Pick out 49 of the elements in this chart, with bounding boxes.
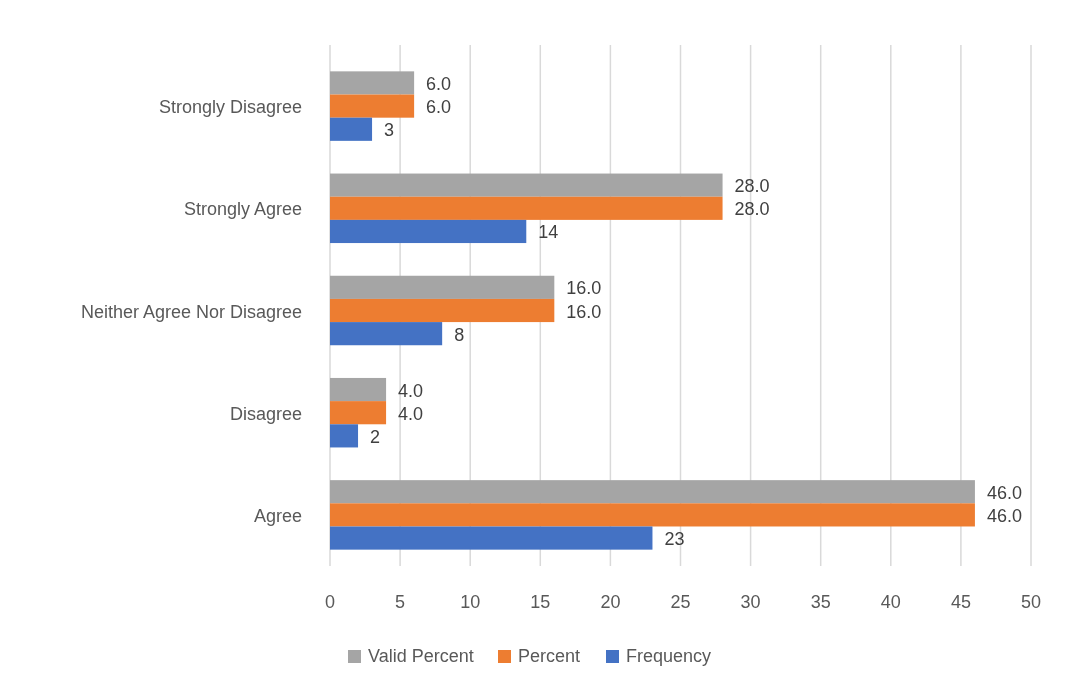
x-tick-label: 50 xyxy=(1020,592,1042,612)
bar xyxy=(330,503,975,527)
bar xyxy=(330,377,387,402)
bar xyxy=(330,401,387,425)
y-tick-label: Strongly Agree xyxy=(183,199,302,220)
bar xyxy=(330,173,723,197)
bar xyxy=(330,71,415,95)
data-label: 14 xyxy=(538,222,559,243)
x-tick-label: 0 xyxy=(324,592,336,612)
x-tick-label: 35 xyxy=(810,592,831,612)
x-tick-label: 20 xyxy=(600,592,621,612)
x-tick-label: 25 xyxy=(670,592,691,612)
bar xyxy=(330,424,359,448)
x-tick-label: 15 xyxy=(530,592,551,612)
bar xyxy=(330,298,555,323)
bar xyxy=(330,322,443,346)
data-label: 23 xyxy=(664,529,685,550)
data-label: 46.0 xyxy=(986,482,1022,503)
data-label: 6.0 xyxy=(426,97,452,118)
bar xyxy=(330,117,373,141)
y-tick-label: Neither Agree Nor Disagree xyxy=(80,301,302,322)
bar xyxy=(330,275,555,299)
bar xyxy=(330,196,723,220)
data-label: 28.0 xyxy=(734,176,770,197)
data-label: 16.0 xyxy=(566,278,602,299)
y-tick-label: Agree xyxy=(253,505,302,526)
x-tick-label: 10 xyxy=(460,592,481,612)
legend-label: Valid Percent xyxy=(368,646,474,666)
legend-label: Frequency xyxy=(626,646,712,666)
data-label: 8 xyxy=(454,324,465,345)
legend-label: Percent xyxy=(518,646,581,666)
y-tick-label: Disagree xyxy=(229,403,302,424)
data-label: 2 xyxy=(370,426,381,447)
x-tick-label: 5 xyxy=(395,592,406,612)
bar xyxy=(330,480,975,504)
data-label: 28.0 xyxy=(734,199,770,220)
bar xyxy=(330,526,653,550)
bar xyxy=(330,94,415,118)
bar xyxy=(330,219,527,244)
data-label: 6.0 xyxy=(426,73,452,94)
data-label: 3 xyxy=(384,120,395,141)
x-tick-label: 40 xyxy=(880,592,901,612)
data-label: 4.0 xyxy=(398,380,424,401)
data-label: 4.0 xyxy=(398,403,424,424)
data-label: 46.0 xyxy=(986,505,1022,526)
y-tick-label: Strongly Disagree xyxy=(158,97,302,118)
x-tick-label: 45 xyxy=(950,592,971,612)
data-label: 16.0 xyxy=(566,301,602,322)
x-tick-label: 30 xyxy=(740,592,761,612)
